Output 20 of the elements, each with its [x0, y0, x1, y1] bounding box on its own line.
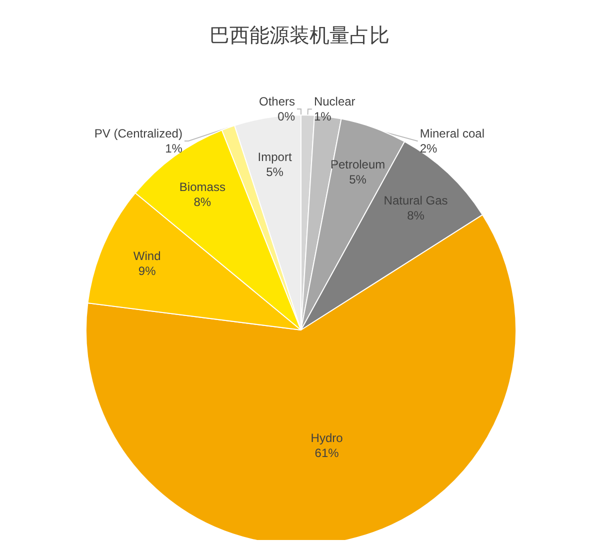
data-label: 8% [407, 208, 425, 222]
chart-title: 巴西能源装机量占比 [210, 23, 390, 47]
data-label: 8% [194, 194, 212, 209]
slice-label: PV (Centralized) [94, 126, 182, 140]
data-label: 1% [314, 110, 332, 124]
slice-label: Hydro [310, 430, 344, 445]
slice-label: Biomass [179, 180, 226, 194]
slice-label: Import [258, 150, 292, 164]
slice-label: Wind [133, 248, 161, 263]
data-label: 1% [165, 142, 183, 156]
slice-label: Nuclear [314, 94, 356, 109]
data-label: 5% [266, 164, 284, 179]
data-label: 2% [420, 142, 438, 156]
data-label: 61% [314, 446, 340, 460]
category-label: Others [258, 94, 295, 108]
text: 0% [278, 110, 295, 124]
slice-label: Mineral coal [420, 126, 485, 141]
data-label: 9% [138, 264, 156, 278]
slice-label: Natural Gas [384, 193, 448, 208]
data-label: 5% [349, 172, 367, 187]
